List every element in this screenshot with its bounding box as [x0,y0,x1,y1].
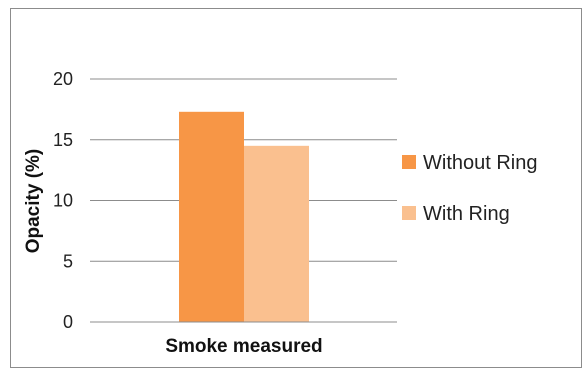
y-tick-label: 20 [53,69,73,89]
bar-chart: 0 5 10 15 20 Opacity (%) Smoke measured With… [23,69,538,357]
legend-label: With Ring [423,203,510,225]
legend-label: Without Ring [423,152,538,174]
legend: Without Ring With Ring [402,152,538,225]
legend-swatch [402,206,416,220]
bars [179,111,309,323]
y-tick-label: 15 [53,130,73,150]
y-axis-title: Opacity (%) [23,149,44,254]
bar-with-ring [244,145,309,322]
legend-swatch [402,155,416,169]
y-tick-labels: 0 5 10 15 20 [53,69,73,332]
y-tick-label: 10 [53,191,73,211]
bar-without-ring [179,111,244,323]
y-tick-label: 0 [63,312,73,332]
x-axis-category-label: Smoke measured [165,336,322,357]
y-tick-label: 5 [63,251,73,271]
